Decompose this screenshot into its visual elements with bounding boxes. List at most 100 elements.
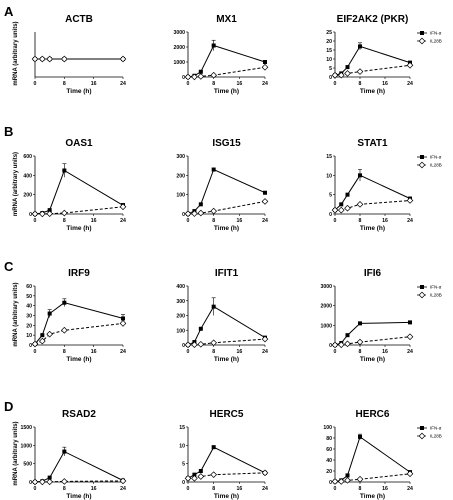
data-point-il28b (46, 55, 53, 63)
x-tick-label: 16 (236, 486, 242, 492)
y-tick-label: 25 (326, 30, 332, 36)
data-point-ifn-alpha (345, 473, 350, 478)
x-tick-label: 8 (359, 81, 362, 87)
x-tick-label: 0 (34, 81, 37, 87)
y-tick-label: 60 (326, 447, 332, 453)
data-point-ifn-alpha (47, 208, 52, 213)
data-point-il28b (344, 340, 351, 348)
series-line-ifn-alpha (334, 45, 411, 76)
data-point-il28b (210, 471, 217, 478)
x-axis-label: Time (h) (214, 225, 239, 232)
x-tick-label: 8 (359, 349, 362, 355)
chart-rsad2: RSAD2 0 500 1000 1500 0 8 16 24 Time (h) mRNA (arb… (13, 409, 127, 500)
x-tick-label: 24 (262, 81, 268, 87)
data-point-il28b (46, 478, 53, 486)
data-point-il28b (331, 341, 339, 349)
legend-label: IL28B (430, 163, 442, 168)
chart-herc6: HERC6 0 20 40 60 80 100 0 8 16 24 Time (h) IFN-α IL28… (323, 409, 441, 500)
x-tick-label: 0 (34, 486, 37, 492)
data-point-il28b (331, 478, 339, 485)
x-axis-label: Time (h) (360, 225, 385, 232)
x-tick-label: 16 (91, 486, 97, 492)
panel-label-c: C (4, 259, 14, 274)
legend-marker (420, 31, 424, 35)
legend-label: IFN-α (430, 155, 442, 160)
x-tick-label: 8 (212, 486, 215, 492)
series-line-ifn-alpha (187, 305, 266, 346)
data-point-il28b (406, 470, 414, 478)
data-point-il28b (331, 71, 339, 79)
data-point-il28b (191, 341, 198, 349)
chart-title: MX1 (216, 14, 237, 25)
x-axis-label: Time (h) (360, 88, 385, 95)
legend-label: IL28B (430, 39, 442, 44)
y-tick-label: 100 (176, 193, 185, 199)
y-tick-label: 300 (176, 299, 185, 305)
y-tick-label: 500 (23, 462, 32, 468)
data-point-ifn-alpha (358, 173, 362, 178)
data-point-il28b (39, 55, 46, 63)
y-tick-label: 400 (23, 173, 32, 179)
data-point-il28b (331, 206, 339, 214)
y-tick-label: 40 (26, 304, 32, 310)
data-point-il28b (184, 73, 192, 81)
x-tick-label: 0 (187, 486, 190, 492)
panel-label-b: B (4, 124, 13, 139)
y-axis-label: mRNA (arbitrary units) (13, 282, 19, 346)
data-point-il28b (210, 207, 217, 215)
y-tick-label: 200 (23, 193, 32, 199)
y-tick-label: 0 (182, 343, 185, 349)
legend-marker (418, 291, 426, 299)
y-tick-label: 3000 (173, 30, 185, 36)
x-tick-label: 0 (187, 349, 190, 355)
y-tick-label: 2000 (320, 304, 332, 310)
data-point-il28b (39, 478, 46, 486)
x-tick-label: 24 (407, 349, 413, 355)
data-point-il28b (61, 478, 68, 485)
data-point-ifn-alpha (358, 321, 362, 326)
y-tick-label: 0 (29, 212, 32, 218)
data-point-il28b (344, 477, 351, 484)
data-point-il28b (46, 210, 53, 218)
data-point-il28b (61, 209, 68, 217)
y-tick-label: 0 (29, 480, 32, 486)
data-point-il28b (46, 330, 53, 338)
legend-marker (418, 161, 426, 169)
y-tick-label: 15 (326, 154, 332, 160)
data-point-ifn-alpha (345, 192, 350, 197)
data-point-il28b (337, 206, 345, 214)
x-axis-label: Time (h) (360, 356, 385, 363)
legend-marker (420, 155, 424, 159)
x-tick-label: 0 (334, 486, 337, 492)
legend-label: IL28B (430, 293, 442, 298)
data-point-il28b (337, 478, 345, 485)
y-axis-label: mRNA (arbitrary units) (13, 421, 19, 485)
data-point-il28b (337, 71, 345, 79)
y-tick-label: 2000 (173, 45, 185, 51)
data-point-il28b (344, 204, 351, 212)
data-point-il28b (261, 198, 269, 205)
data-point-il28b (31, 340, 39, 348)
data-point-ifn-alpha (358, 44, 362, 49)
x-tick-label: 24 (120, 486, 126, 492)
data-point-ifn-alpha (358, 434, 362, 439)
chart-title: STAT1 (357, 138, 388, 149)
y-tick-label: 20 (26, 323, 32, 329)
data-point-ifn-alpha (192, 472, 197, 477)
x-axis-label: Time (h) (214, 356, 239, 363)
y-tick-label: 50 (26, 294, 32, 300)
data-point-il28b (356, 201, 364, 208)
data-point-il28b (39, 210, 46, 218)
x-tick-label: 8 (63, 218, 66, 224)
data-point-il28b (31, 210, 39, 218)
x-tick-label: 24 (120, 349, 126, 355)
legend-label: IL28B (430, 434, 442, 439)
data-point-il28b (31, 55, 39, 63)
data-point-il28b (261, 63, 269, 71)
x-tick-label: 8 (63, 486, 66, 492)
data-point-il28b (197, 473, 205, 480)
data-point-il28b (61, 55, 68, 63)
data-point-il28b (119, 203, 127, 211)
data-point-ifn-alpha (121, 316, 125, 321)
